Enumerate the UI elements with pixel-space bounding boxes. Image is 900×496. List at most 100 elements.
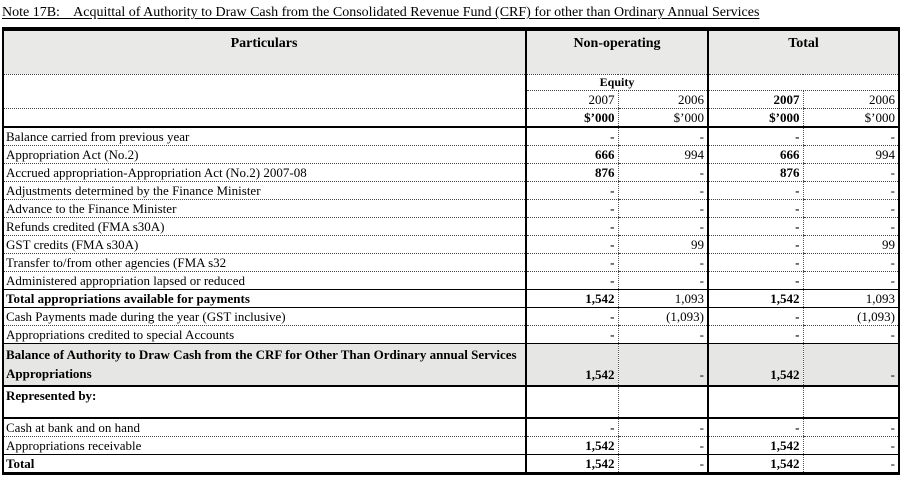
table-row: Represented by: [3, 386, 900, 419]
table-row: Refunds credited (FMA s30A) - - - - [3, 217, 900, 236]
cell-value: - [802, 127, 900, 146]
cell-value: 1,542 [707, 436, 803, 455]
table-row: Total 1,542-1,542- [3, 454, 900, 474]
cell-value: 1,542 [525, 289, 618, 308]
units-total-2007: $’000 [707, 108, 803, 128]
table-body: Balance carried from previous year - - - - Ap… [3, 127, 900, 474]
equity-subheader-row: Equity [3, 74, 900, 91]
cell-value: - [525, 235, 618, 254]
cell-value: - [707, 181, 803, 200]
cell-value: - [707, 217, 803, 236]
cell-value: - [707, 271, 803, 290]
header-nonoperating: Non-operating [525, 29, 708, 75]
row-label: Appropriations receivable [3, 436, 526, 455]
table-row: Balance of Authority to Draw Cash from t… [3, 343, 900, 387]
cell-value: - [802, 253, 900, 272]
table-row: Appropriations receivable 1,542-1,542- [3, 436, 900, 455]
cell-value: 1,542 [707, 454, 803, 474]
cell-value: - [802, 271, 900, 290]
row-label: Cash Payments made during the year (GST … [3, 307, 526, 326]
cell-value: - [617, 163, 708, 182]
cell-value: - [525, 181, 618, 200]
year-header-row: 2007 2006 2007 2006 [3, 90, 900, 109]
table-row: Accrued appropriation-Appropriation Act … [3, 163, 900, 182]
units-row-blank [3, 108, 526, 128]
cell-value: - [802, 199, 900, 218]
row-label: Total appropriations available for payme… [3, 289, 526, 308]
year-nonop-2007: 2007 [525, 90, 618, 109]
cell-value: - [707, 418, 803, 437]
note-title: Note 17B: Acquittal of Authority to Draw… [2, 5, 760, 20]
year-row-blank [3, 90, 526, 109]
row-label: Adjustments determined by the Finance Mi… [3, 181, 526, 200]
table-row: Balance carried from previous year - - - - [3, 127, 900, 146]
table-row: Cash Payments made during the year (GST … [3, 307, 900, 326]
cell-value: 1,542 [707, 343, 803, 387]
table-row: Cash at bank and on hand - - - - [3, 418, 900, 437]
row-label: Total [3, 454, 526, 474]
cell-value: - [802, 181, 900, 200]
cell-value: - [525, 271, 618, 290]
cell-value: - [802, 217, 900, 236]
cell-value: 99 [802, 235, 900, 254]
cell-value: - [707, 127, 803, 146]
cell-value: - [802, 343, 900, 387]
cell-value: - [617, 343, 708, 387]
year-total-2006: 2006 [802, 90, 900, 109]
table-row: Total appropriations available for payme… [3, 289, 900, 308]
units-header-row: $’000 $’000 $’000 $’000 [3, 108, 900, 128]
table-row: Appropriations credited to special Accou… [3, 325, 900, 344]
cell-value: - [617, 271, 708, 290]
row-label: Accrued appropriation-Appropriation Act … [3, 163, 526, 182]
cell-value: - [617, 325, 708, 344]
table-row: Administered appropriation lapsed or red… [3, 271, 900, 290]
equity-row-blank [3, 75, 526, 91]
cell-value [707, 386, 803, 419]
cell-value [525, 386, 618, 419]
table-row: Transfer to/from other agencies (FMA s32… [3, 253, 900, 272]
cell-value [617, 386, 708, 419]
header-particulars: Particulars [3, 29, 526, 75]
cell-value: 1,542 [707, 289, 803, 308]
year-nonop-2006: 2006 [617, 90, 708, 109]
cell-value: - [525, 418, 618, 437]
row-label: Appropriation Act (No.2) [3, 145, 526, 164]
cell-value: - [707, 253, 803, 272]
cell-value: 1,542 [525, 454, 618, 474]
units-nonop-2007: $’000 [525, 108, 618, 128]
acquittal-table: Particulars Non-operating Total Equity 2… [2, 27, 900, 475]
cell-value: - [617, 181, 708, 200]
cell-value: 876 [525, 163, 618, 182]
subgroup-equity: Equity [525, 74, 708, 91]
cell-value: 99 [617, 235, 708, 254]
cell-value: 1,542 [525, 436, 618, 455]
equity-row-total-blank [706, 74, 900, 91]
table-row: Adjustments determined by the Finance Mi… [3, 181, 900, 200]
cell-value: 994 [617, 145, 708, 164]
cell-value: - [707, 199, 803, 218]
cell-value: (1,093) [802, 307, 900, 326]
row-label: Refunds credited (FMA s30A) [3, 217, 526, 236]
row-label: Represented by: [3, 386, 526, 419]
cell-value: - [525, 127, 618, 146]
cell-value: - [802, 454, 900, 474]
cell-value: 1,093 [802, 289, 900, 308]
row-label: GST credits (FMA s30A) [3, 235, 526, 254]
units-nonop-2006: $’000 [617, 108, 708, 128]
cell-value: - [802, 436, 900, 455]
row-label: Advance to the Finance Minister [3, 199, 526, 218]
cell-value: (1,093) [617, 307, 708, 326]
cell-value: - [525, 325, 618, 344]
cell-value: - [617, 127, 708, 146]
cell-value: 1,542 [525, 343, 618, 387]
cell-value: - [617, 253, 708, 272]
header-total: Total [706, 29, 900, 75]
cell-value: - [617, 418, 708, 437]
row-label: Appropriations credited to special Accou… [3, 325, 526, 344]
cell-value: - [617, 217, 708, 236]
cell-value: - [617, 199, 708, 218]
cell-value: - [707, 307, 803, 326]
table-row: GST credits (FMA s30A) -99-99 [3, 235, 900, 254]
cell-value: - [617, 454, 708, 474]
